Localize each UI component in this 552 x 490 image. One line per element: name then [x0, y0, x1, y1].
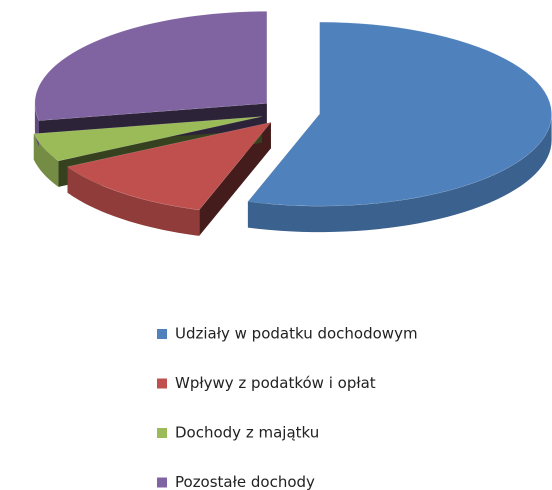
legend-label: Dochody z majątku: [175, 424, 319, 442]
legend-label: Wpływy z podatków i opłat: [175, 374, 376, 392]
slice: [33, 116, 262, 162]
legend-swatch: [157, 477, 167, 488]
slice-side: [67, 166, 200, 236]
slice-side: [247, 114, 552, 233]
slice-side: [33, 133, 59, 187]
legend-label: Pozostałe dochody: [175, 473, 315, 490]
legend-label: Udziały w podatku dochodowym: [175, 325, 418, 343]
slice: [247, 21, 552, 207]
legend-swatch: [157, 329, 167, 339]
legend-swatch: [157, 378, 167, 389]
slice: [66, 122, 272, 211]
legend-swatch: [157, 428, 167, 438]
slice: [34, 11, 268, 121]
